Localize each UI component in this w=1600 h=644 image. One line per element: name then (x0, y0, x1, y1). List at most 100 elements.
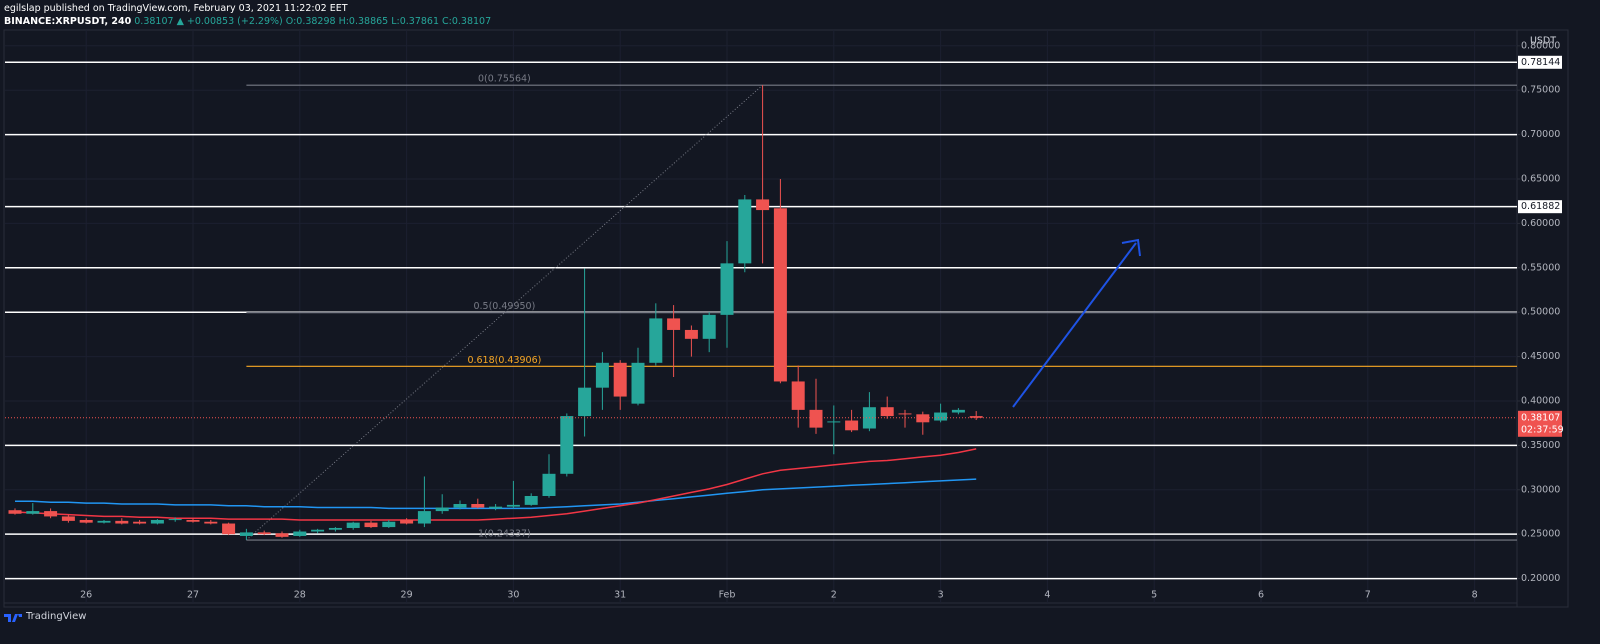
fib-label: 0.618(0.43906) (467, 355, 541, 366)
price-marker-label: 0.78144 (1521, 57, 1560, 68)
candle-body (222, 523, 236, 535)
last-price-label: 0.38107 (1521, 412, 1560, 423)
price: 0.38107 (134, 16, 174, 27)
y-tick-label: 0.60000 (1521, 218, 1560, 229)
candle-body (293, 531, 307, 536)
header: egilslap published on TradingView.com, F… (4, 2, 491, 28)
candle-body (595, 362, 609, 388)
candle-body (845, 420, 859, 431)
candle-body (738, 199, 752, 264)
candle-body (773, 208, 787, 382)
candle-body (61, 516, 75, 521)
axis-unit: USDT (1530, 36, 1556, 47)
candle-body (791, 381, 805, 410)
arrow-head (1121, 238, 1141, 257)
footer-brand: TradingView (26, 611, 87, 622)
candle-body (97, 520, 111, 523)
candle-body (186, 519, 200, 522)
candle-body (133, 521, 147, 524)
candle-body (79, 519, 93, 523)
candle-body (898, 413, 912, 415)
candle-body (435, 507, 449, 512)
y-tick-label: 0.40000 (1521, 395, 1560, 406)
symbol: BINANCE:XRPUSDT, 240 (4, 16, 132, 27)
candle-body (578, 387, 592, 417)
candle-body (524, 496, 538, 505)
candle-body (275, 533, 289, 537)
candle-body (613, 362, 627, 397)
fib-label: 0.5(0.49950) (473, 301, 535, 312)
ohlc: O:0.38298 H:0.38865 L:0.37861 C:0.38107 (285, 16, 492, 27)
candle-body (453, 503, 467, 508)
candle-body (400, 519, 414, 524)
price-marker-box (1518, 55, 1562, 69)
y-tick-label: 0.55000 (1521, 262, 1560, 273)
footer: TradingView (4, 611, 86, 622)
x-tick-label: 28 (294, 590, 306, 601)
candle-body (26, 511, 40, 514)
y-tick-label: 0.20000 (1521, 573, 1560, 584)
publisher-line: egilslap published on TradingView.com, F… (4, 3, 348, 14)
x-tick-label: 31 (614, 590, 626, 601)
candle-body (809, 409, 823, 428)
x-tick-label: 30 (507, 590, 519, 601)
x-tick-label: 29 (401, 590, 413, 601)
candle-body (471, 503, 485, 508)
y-tick-label: 0.25000 (1521, 529, 1560, 540)
candle-body (44, 511, 58, 517)
x-tick-label: 4 (1044, 590, 1050, 601)
y-tick-label: 0.50000 (1521, 307, 1560, 318)
arrow-shaft (1012, 242, 1137, 408)
candle-body (239, 532, 253, 536)
y-tick-label: 0.75000 (1521, 85, 1560, 96)
y-tick-label: 0.65000 (1521, 173, 1560, 184)
candle-body (649, 318, 663, 363)
candle-body (969, 416, 983, 418)
candle-body (542, 473, 556, 497)
candle-body (916, 414, 930, 423)
price-marker-box (1518, 200, 1562, 214)
change: ▲ +0.00853 (+2.29%) (176, 16, 283, 27)
candle-body (827, 421, 841, 423)
fib-label: 0(0.75564) (478, 74, 531, 85)
y-tick-label: 0.70000 (1521, 129, 1560, 140)
x-tick-label: 7 (1365, 590, 1371, 601)
candle-body (667, 318, 681, 330)
candle-body (506, 504, 520, 507)
x-tick-label: 2 (831, 590, 837, 601)
candle-body (951, 409, 965, 413)
candle-body (934, 412, 948, 421)
logo-icon (4, 613, 22, 622)
candle-body (489, 506, 503, 509)
candle-body (684, 329, 698, 339)
candle-body (168, 519, 182, 521)
fib-label: 1(0.24337) (478, 529, 531, 540)
x-tick-label: 27 (187, 590, 199, 601)
candle-body (150, 519, 164, 524)
candle-body (880, 407, 894, 417)
candle-body (115, 520, 129, 524)
fib-trend (246, 84, 763, 541)
candle-body (417, 511, 431, 524)
x-tick-label: 26 (80, 590, 92, 601)
y-tick-label: 0.45000 (1521, 351, 1560, 362)
candle-body (631, 362, 645, 404)
plot-layer: 26 27 28 29 30 31 Feb 2 3 4 5 6 7 8 0(0.75564) 0.5(0.49… (5, 30, 1517, 603)
x-tick-label: 8 (1472, 590, 1478, 601)
candle-body (364, 522, 378, 528)
y-tick-label: 0.30000 (1521, 484, 1560, 495)
countdown-label: 02:37:59 (1521, 424, 1564, 435)
candle-body (702, 314, 716, 339)
y-tick-label: 0.80000 (1521, 40, 1560, 51)
chart-frame (3, 29, 1569, 608)
candle-body (328, 527, 342, 530)
y-tick-label: 0.35000 (1521, 440, 1560, 451)
price-marker-label: 0.61882 (1521, 201, 1560, 212)
x-tick-label: Feb (719, 590, 736, 601)
x-tick-label: 5 (1151, 590, 1157, 601)
candle-body (382, 521, 396, 528)
last-price-box (1518, 410, 1562, 437)
candle-body (204, 521, 218, 524)
